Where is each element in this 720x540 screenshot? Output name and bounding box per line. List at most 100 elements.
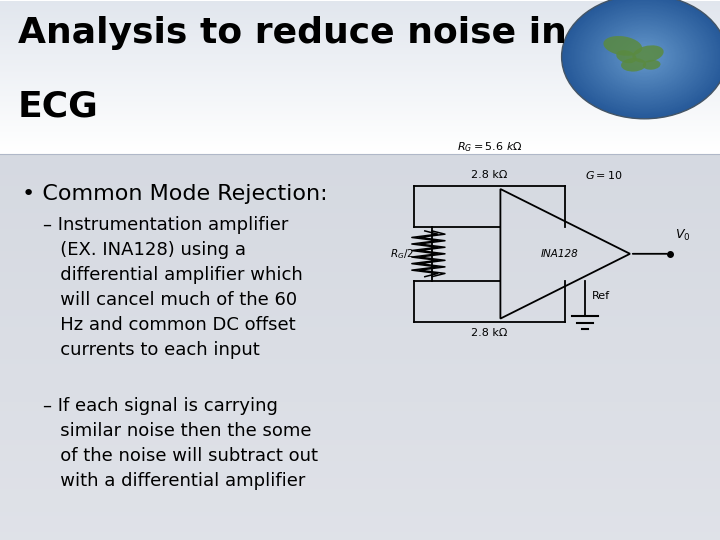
Bar <box>0 147 720 148</box>
Bar <box>0 57 720 58</box>
Circle shape <box>562 0 720 119</box>
Bar <box>0 90 720 91</box>
Bar <box>0 241 720 242</box>
Circle shape <box>598 22 690 91</box>
Bar <box>0 479 720 480</box>
Circle shape <box>613 33 676 80</box>
Bar <box>0 443 720 444</box>
Bar <box>0 485 720 486</box>
Bar <box>0 528 720 529</box>
Bar <box>0 195 720 196</box>
Circle shape <box>611 31 678 82</box>
Bar <box>0 177 720 178</box>
Text: INA128: INA128 <box>541 249 578 259</box>
Bar <box>0 174 720 175</box>
Bar <box>0 520 720 521</box>
Bar <box>0 215 720 216</box>
Bar <box>0 62 720 63</box>
Bar <box>0 436 720 437</box>
Bar <box>0 496 720 497</box>
Circle shape <box>605 27 684 86</box>
Bar <box>0 251 720 252</box>
Bar <box>0 74 720 75</box>
Bar <box>0 148 720 149</box>
Bar <box>0 387 720 388</box>
Bar <box>0 120 720 121</box>
Circle shape <box>592 17 697 96</box>
Bar <box>0 508 720 509</box>
Bar <box>0 69 720 70</box>
Bar <box>0 27 720 28</box>
Bar <box>0 291 720 292</box>
Bar <box>0 489 720 490</box>
Bar <box>0 82 720 83</box>
Bar <box>0 245 720 246</box>
Circle shape <box>630 46 659 68</box>
Bar <box>0 384 720 385</box>
Bar <box>0 516 720 517</box>
Bar <box>0 39 720 40</box>
Bar <box>0 501 720 502</box>
Bar <box>0 36 720 37</box>
Bar <box>0 383 720 384</box>
Bar <box>0 414 720 415</box>
Ellipse shape <box>616 50 636 63</box>
Bar <box>0 54 720 55</box>
Bar <box>0 283 720 284</box>
Bar <box>0 499 720 500</box>
Bar <box>0 305 720 306</box>
Bar <box>0 20 720 21</box>
Bar <box>0 178 720 179</box>
Bar <box>0 315 720 316</box>
Bar <box>0 11 720 12</box>
Bar <box>0 268 720 269</box>
Bar <box>0 320 720 321</box>
Circle shape <box>588 14 701 99</box>
Bar <box>0 421 720 422</box>
Bar <box>0 515 720 516</box>
Bar <box>0 106 720 107</box>
Bar <box>0 296 720 297</box>
Circle shape <box>570 1 719 112</box>
Circle shape <box>587 14 702 100</box>
Bar <box>0 71 720 72</box>
Bar <box>0 451 720 452</box>
Bar <box>0 274 720 275</box>
Bar <box>0 488 720 489</box>
Bar <box>0 303 720 304</box>
Bar <box>0 237 720 238</box>
Bar <box>0 172 720 173</box>
Bar <box>0 144 720 145</box>
Bar <box>0 273 720 274</box>
Bar <box>0 358 720 359</box>
Bar <box>0 29 720 30</box>
Bar <box>0 262 720 263</box>
Bar <box>0 256 720 257</box>
Circle shape <box>626 43 663 71</box>
Bar <box>0 482 720 483</box>
Bar <box>0 212 720 213</box>
Bar <box>0 91 720 92</box>
Bar <box>0 396 720 397</box>
Bar <box>0 3 720 4</box>
Bar <box>0 478 720 479</box>
Bar <box>0 276 720 277</box>
Bar <box>0 99 720 100</box>
Bar <box>0 306 720 307</box>
Circle shape <box>584 11 705 102</box>
Text: $G = 10$: $G = 10$ <box>585 169 622 181</box>
Bar <box>0 228 720 229</box>
Bar <box>0 97 720 98</box>
Bar <box>0 258 720 259</box>
Bar <box>0 168 720 169</box>
Bar <box>0 440 720 441</box>
Bar <box>0 339 720 340</box>
Bar <box>0 399 720 400</box>
Bar <box>0 137 720 138</box>
Bar <box>0 356 720 357</box>
Bar <box>0 324 720 325</box>
Bar <box>0 413 720 414</box>
Bar <box>0 338 720 339</box>
Bar <box>0 445 720 446</box>
Circle shape <box>585 12 704 102</box>
